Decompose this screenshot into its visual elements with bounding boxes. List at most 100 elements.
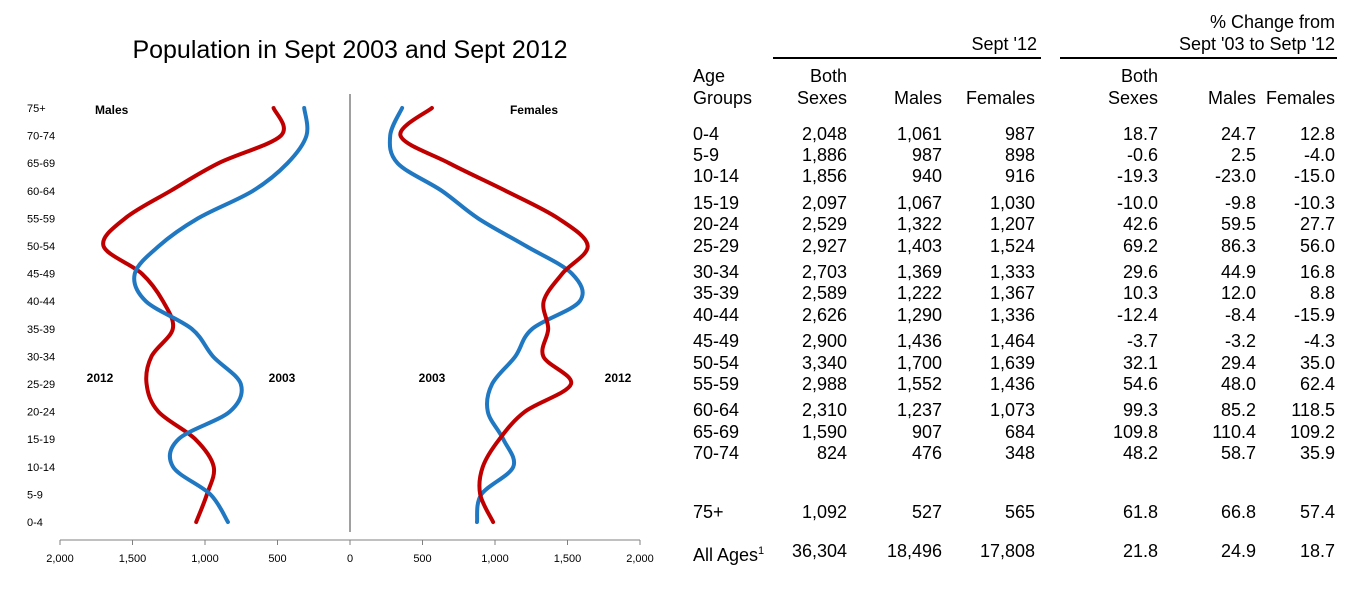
row-cell: 42.6 (1122, 214, 1158, 235)
row-cell: 8.8 (1309, 283, 1335, 304)
y-tick-label: 65-69 (27, 158, 55, 170)
series-line-males-2003 (132, 106, 310, 524)
y-tick-label: 20-24 (27, 407, 55, 419)
row-cell: 110.4 (1212, 421, 1256, 442)
row-age-group: 30-34 (693, 262, 740, 283)
row-cell: -15.9 (1293, 304, 1335, 325)
series-line-females-2012 (398, 106, 590, 524)
chart-title: Population in Sept 2003 and Sept 2012 (132, 36, 568, 64)
row-cell: 348 (1004, 442, 1035, 463)
y-tick-label: 70-74 (27, 131, 55, 143)
x-tick-label: 2,000 (46, 553, 74, 565)
row-age-group: 75+ (693, 502, 724, 522)
row-cell: 1,207 (989, 214, 1035, 235)
row-cell: 684 (1004, 421, 1035, 442)
row-cell: 2,310 (801, 400, 847, 421)
row-cell: 1,436 (989, 373, 1035, 394)
row-cell: -3.2 (1224, 331, 1256, 352)
y-tick-label: 45-49 (27, 269, 55, 281)
row-cell: -12.4 (1116, 304, 1158, 325)
row-cell: -10.3 (1293, 193, 1335, 214)
col-header-age-line1: Age (693, 66, 726, 86)
row-cell: 85.2 (1220, 400, 1256, 421)
row-cell: 824 (816, 442, 847, 463)
row-cell: -10.0 (1116, 193, 1158, 214)
row-cell: 1,367 (989, 283, 1035, 304)
y-tick-label: 55-59 (27, 213, 55, 225)
y-tick-label: 30-34 (27, 351, 55, 363)
row-cell: 61.8 (1122, 502, 1158, 522)
row-cell: 1,061 (896, 124, 942, 144)
row-cell: 1,237 (896, 400, 942, 421)
row-cell: 99.3 (1122, 400, 1158, 421)
series-line-males-2012 (101, 106, 286, 524)
row-cell: 27.7 (1299, 214, 1335, 235)
col-header-males2: Males (1207, 88, 1256, 108)
row-cell: 29.6 (1122, 262, 1158, 283)
row-cell: -8.4 (1224, 304, 1256, 325)
row-cell: 1,856 (801, 166, 847, 187)
row-cell: -4.0 (1303, 145, 1335, 166)
chart-annotation: 2012 (87, 371, 114, 385)
row-cell: 1,700 (896, 352, 942, 373)
row-cell: 940 (911, 166, 942, 187)
col-header-males: Males (893, 88, 942, 108)
row-cell: 29.4 (1220, 352, 1256, 373)
row-cell: 35.9 (1299, 442, 1335, 463)
row-cell: 1,222 (896, 283, 942, 304)
row-cell: -0.6 (1126, 145, 1158, 166)
row-cell: 2,097 (801, 193, 847, 214)
row-cell: 48.0 (1220, 373, 1256, 394)
row-cell: -15.0 (1293, 166, 1335, 187)
row-age-group: 5-9 (693, 145, 720, 166)
row-cell: 59.5 (1220, 214, 1256, 235)
row-cell: 1,073 (989, 400, 1035, 421)
row-cell: 57.4 (1299, 502, 1335, 522)
series-line-females-2003 (387, 106, 585, 524)
row-cell: 32.1 (1122, 352, 1158, 373)
row-cell: -4.3 (1303, 331, 1335, 352)
row-age-group: 20-24 (693, 214, 740, 235)
row-cell: -9.8 (1224, 193, 1256, 214)
row-cell: 476 (911, 442, 942, 463)
group-header-change-line2: Sept '03 to Setp '12 (1179, 34, 1335, 54)
header-rule-change (1060, 57, 1337, 59)
col-header-both-line1: Both (809, 66, 847, 86)
row-cell: 62.4 (1299, 373, 1335, 394)
row-cell: 2,927 (801, 235, 847, 256)
row-cell: 118.5 (1291, 400, 1335, 421)
row-age-group: 15-19 (693, 193, 740, 214)
row-age-group: 35-39 (693, 283, 740, 304)
x-tick-label: 1,500 (554, 553, 582, 565)
row-cell: 18.7 (1299, 541, 1335, 561)
row-age-group: 45-49 (693, 331, 740, 352)
col-header-both-line2: Sexes (796, 88, 847, 108)
row-age-group: 0-4 (693, 124, 720, 144)
row-cell: -3.7 (1126, 331, 1158, 352)
row-cell: 1,639 (989, 352, 1035, 373)
row-cell: 898 (1004, 145, 1035, 166)
footnote-marker: 1 (758, 545, 765, 557)
row-cell: 69.2 (1122, 235, 1158, 256)
row-cell: 16.8 (1299, 262, 1335, 283)
row-cell: 527 (911, 502, 942, 522)
row-cell: 1,436 (896, 331, 942, 352)
row-cell: 2,626 (801, 304, 847, 325)
row-cell: 10.3 (1122, 283, 1158, 304)
col-header-both2-line2: Sexes (1107, 88, 1158, 108)
row-cell: 3,340 (801, 352, 847, 373)
row-cell: 565 (1004, 502, 1035, 522)
row-cell: 21.8 (1122, 541, 1158, 561)
row-cell: 1,552 (896, 373, 942, 394)
row-age-group: 25-29 (693, 235, 740, 256)
chart-annotation: Females (510, 103, 558, 117)
chart-annotation: 2003 (269, 371, 296, 385)
row-cell: 1,524 (989, 235, 1035, 256)
row-cell: 66.8 (1220, 502, 1256, 522)
row-age-group: 60-64 (693, 400, 740, 421)
x-tick-label: 0 (347, 553, 353, 565)
row-age-group: 50-54 (693, 352, 740, 373)
row-cell: 24.9 (1220, 541, 1256, 561)
row-cell: 1,590 (801, 421, 847, 442)
